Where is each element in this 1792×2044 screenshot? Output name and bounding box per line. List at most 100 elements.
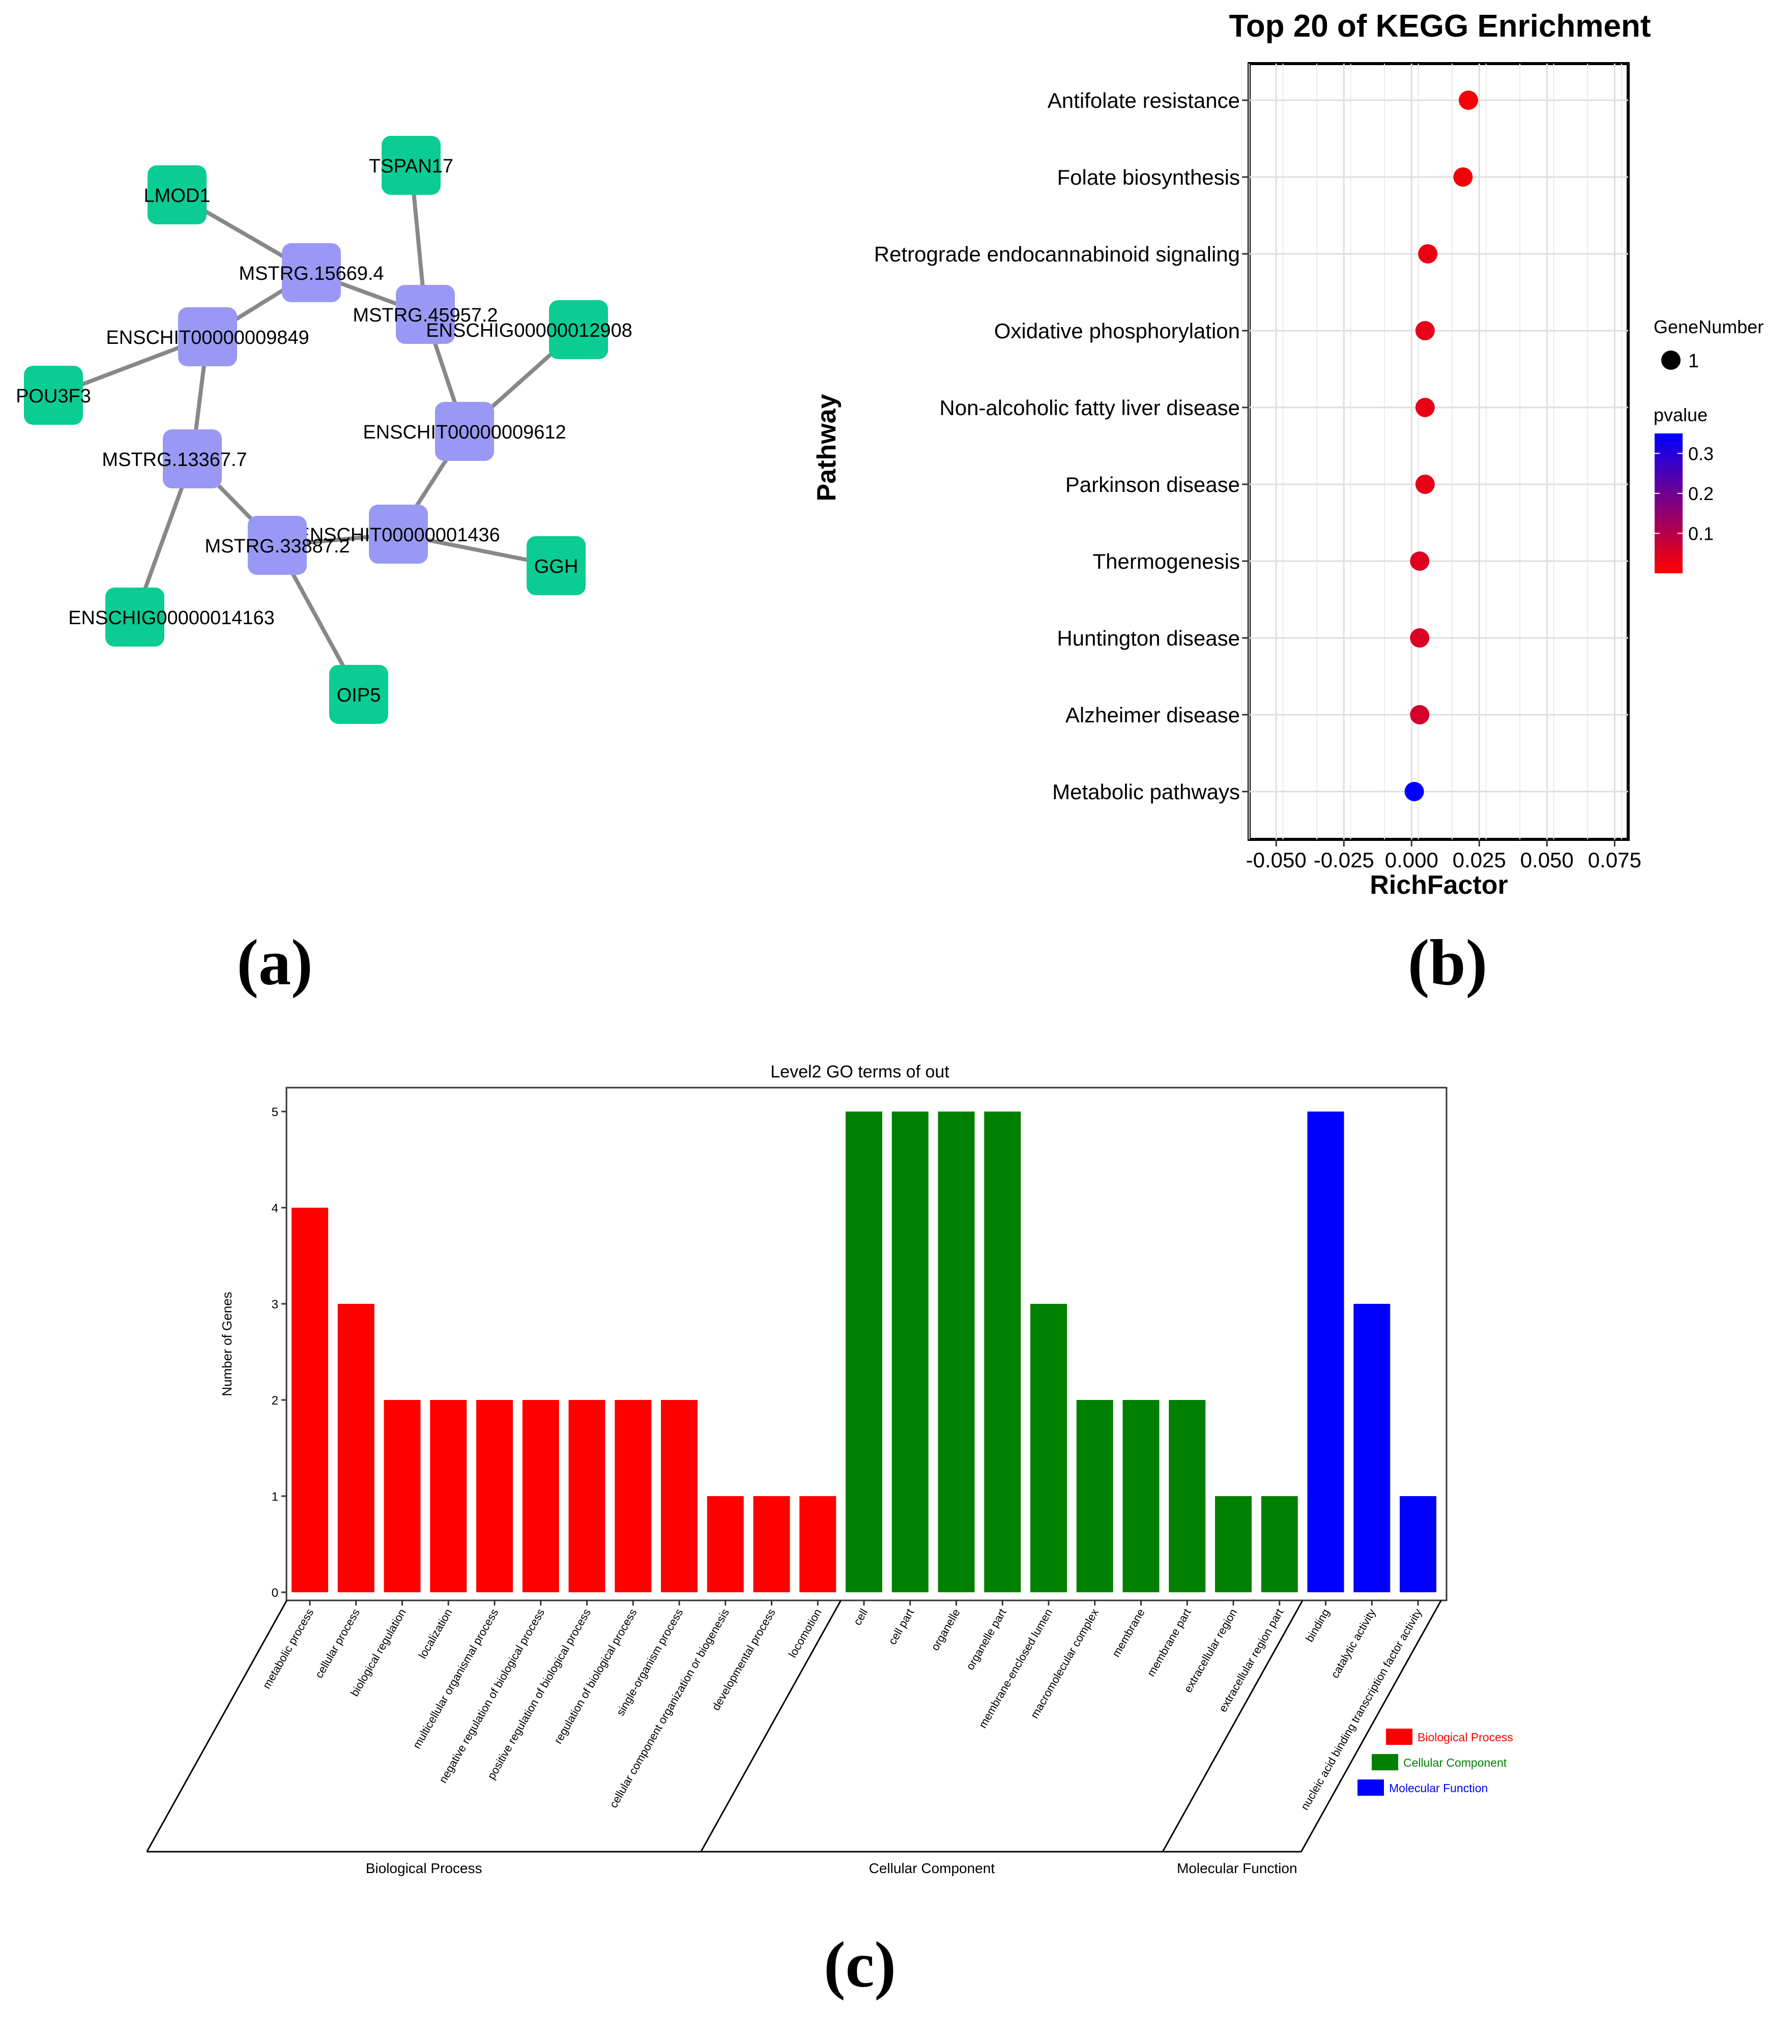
kegg-plot-panel [1248, 62, 1630, 841]
go-x-tick-label: membrane [1110, 1607, 1147, 1659]
go-bars [292, 1112, 1436, 1592]
panel-label-c: (c) [824, 1929, 896, 2001]
go-bar-organelle [938, 1112, 975, 1592]
network-node-label: LMOD1 [144, 185, 211, 207]
go-x-tick-label: cell [851, 1607, 870, 1627]
go-y-tick-label: 5 [272, 1105, 278, 1119]
network-node-label: MSTRG.33887.2 [205, 536, 350, 557]
kegg-point-oxidative-phosphorylation [1415, 321, 1435, 340]
kegg-pathway-label: Metabolic pathways [1052, 780, 1240, 804]
go-bar-membrane-enclosed-lumen [1030, 1304, 1067, 1592]
kegg-pathway-label: Folate biosynthesis [1057, 165, 1240, 189]
go-x-tick-label: organelle [929, 1607, 963, 1653]
go-bar-cellular-process [337, 1304, 374, 1592]
network-node-label: ENSCHIG00000012908 [426, 320, 632, 341]
go-x-tick-label: regulation of biological process [552, 1607, 640, 1746]
go-x-tick-label: catalytic activity [1328, 1607, 1378, 1680]
go-group-label-biological-process: Biological Process [366, 1860, 482, 1876]
kegg-point-folate-biosynthesis [1453, 167, 1473, 187]
kegg-point-parkinson-disease [1415, 475, 1435, 494]
go-bar-cell-part [891, 1112, 929, 1592]
go-bar-membrane-part [1169, 1400, 1206, 1592]
kegg-y-axis-label: Pathway [812, 394, 842, 501]
go-x-tick-label: positive regulation of biological proces… [485, 1607, 593, 1782]
go-legend-swatch [1357, 1779, 1384, 1796]
go-x-tick-label: binding [1303, 1607, 1332, 1644]
network-node-mstrg-45957-2: MSTRG.45957.2 [353, 285, 498, 344]
kegg-title: Top 20 of KEGG Enrichment [1229, 9, 1651, 44]
kegg-gridlines [1249, 64, 1628, 839]
go-x-tick-label: multicellular organismal process [410, 1607, 501, 1751]
kegg-x-tick-label: 0.000 [1385, 848, 1438, 872]
network-node-enschit00000009849: ENSCHIT00000009849 [106, 307, 309, 366]
panel-label-a: (a) [237, 926, 312, 999]
go-y-tick-label: 2 [272, 1394, 278, 1408]
go-group-label-cellular-component: Cellular Component [869, 1860, 995, 1876]
go-bar-macromolecular-complex [1076, 1400, 1113, 1592]
go-bar-localization [430, 1400, 467, 1592]
go-bar-membrane [1122, 1400, 1160, 1592]
go-y-axis-label: Number of Genes [219, 1292, 235, 1396]
network-node-label: OIP5 [337, 685, 381, 706]
kegg-points [1404, 91, 1479, 801]
go-y-tick-label: 1 [272, 1490, 278, 1504]
network-node-enschit00000009612: ENSCHIT00000009612 [363, 402, 566, 461]
kegg-dot-chart: Top 20 of KEGG Enrichment Antifolate res… [812, 9, 1764, 900]
kegg-pathway-label: Oxidative phosphorylation [994, 319, 1240, 343]
network-node-label: ENSCHIG00000014163 [68, 607, 275, 629]
kegg-point-retrograde-endocannabinoid-signaling [1418, 244, 1438, 264]
go-y-axis: 0 1 2 3 4 5 [272, 1105, 286, 1600]
go-x-tick-label: localization [416, 1607, 455, 1661]
kegg-x-tick-label: -0.025 [1314, 848, 1374, 872]
go-bar-cellular-component-organization-or-biogenesis [707, 1496, 744, 1592]
go-bar-metabolic-process [292, 1208, 328, 1592]
go-x-tick-label: membrane part [1144, 1607, 1193, 1679]
kegg-y-axis: Antifolate resistance Folate biosynthesis… [874, 89, 1249, 804]
go-title: Level2 GO terms of out [770, 1062, 949, 1082]
go-y-tick-label: 0 [272, 1586, 278, 1600]
go-category-brackets: Biological Process Cellular Component Mole… [146, 1600, 1442, 1876]
go-x-tick-label: cellular process [312, 1607, 362, 1680]
go-legend-swatch [1372, 1754, 1398, 1770]
go-legend-label: Molecular Function [1389, 1782, 1488, 1795]
network-node-label: MSTRG.15669.4 [239, 263, 384, 284]
go-x-tick-label: metabolic process [260, 1607, 316, 1691]
pvalue-tick-label: 0.1 [1688, 523, 1714, 544]
go-legend-label: Cellular Component [1403, 1756, 1507, 1769]
kegg-pathway-label: Retrograde endocannabinoid signaling [874, 242, 1240, 266]
go-bar-binding [1307, 1112, 1344, 1592]
go-y-tick-label: 3 [272, 1298, 278, 1311]
go-bar-multicellular-organismal-process [476, 1400, 513, 1592]
kegg-pathway-label: Non-alcoholic fatty liver disease [939, 396, 1240, 420]
network-node-label: GGH [534, 556, 579, 577]
network-node-label: MSTRG.45957.2 [353, 305, 498, 326]
go-group-label-molecular-function: Molecular Function [1177, 1860, 1297, 1876]
network-node-oip5: OIP5 [329, 665, 388, 724]
go-plot-panel [285, 1087, 1448, 1601]
kegg-x-axis-label: RichFactor [1370, 870, 1508, 900]
network-node-label: ENSCHIT00000009849 [106, 327, 309, 348]
network-node-enschig00000012908: ENSCHIG00000012908 [426, 300, 632, 359]
gene-number-legend-dot [1661, 351, 1681, 370]
kegg-pathway-label: Parkinson disease [1065, 473, 1240, 497]
go-bar-organelle-part [984, 1112, 1021, 1592]
gene-number-legend-label: 1 [1688, 351, 1699, 372]
kegg-x-tick-label: 0.075 [1588, 848, 1641, 872]
go-x-tick-label: cell part [886, 1607, 916, 1647]
network-graph: LMOD1TSPAN17MSTRG.15669.4MSTRG.45957.2EN… [16, 136, 632, 724]
go-bar-chart: Level2 GO terms of out Number of Genes 0… [146, 1062, 1513, 1876]
kegg-point-thermogenesis [1410, 551, 1430, 571]
go-legend-swatch [1386, 1729, 1412, 1745]
network-node-mstrg-13367-7: MSTRG.13367.7 [102, 429, 247, 488]
go-x-tick-label: locomotion [786, 1607, 824, 1660]
kegg-pathway-label: Antifolate resistance [1048, 89, 1240, 112]
go-x-tick-label: organelle part [964, 1607, 1009, 1672]
network-node-tspan17: TSPAN17 [369, 136, 453, 195]
pvalue-colorbar-ticks: 0.3 0.2 0.1 [1655, 443, 1714, 544]
network-node-label: ENSCHIT00000009612 [363, 422, 566, 443]
go-bar-negative-regulation-of-biological-process [522, 1400, 559, 1592]
go-bar-catalytic-activity [1353, 1304, 1391, 1592]
network-node-pou3f3: POU3F3 [16, 366, 91, 425]
